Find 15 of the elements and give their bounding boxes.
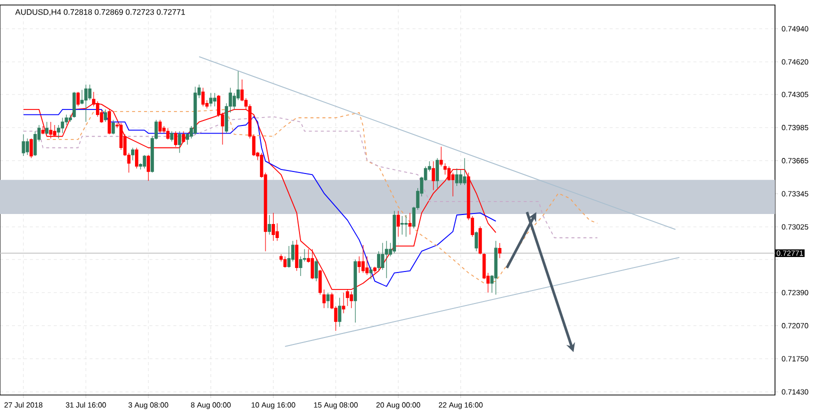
line-series — [22, 116, 598, 238]
candlestick — [201, 87, 205, 107]
candlestick — [142, 154, 146, 169]
candlestick — [365, 256, 369, 276]
candlestick — [182, 130, 186, 143]
candlestick — [342, 292, 346, 314]
candlestick — [283, 256, 287, 268]
candlestick — [404, 214, 408, 238]
line-series — [46, 109, 598, 284]
candlestick — [310, 248, 314, 280]
candlestick — [60, 117, 64, 134]
candlestick — [447, 166, 451, 182]
candlestick — [22, 134, 26, 156]
candlestick — [287, 246, 291, 268]
candlestick — [326, 292, 330, 308]
